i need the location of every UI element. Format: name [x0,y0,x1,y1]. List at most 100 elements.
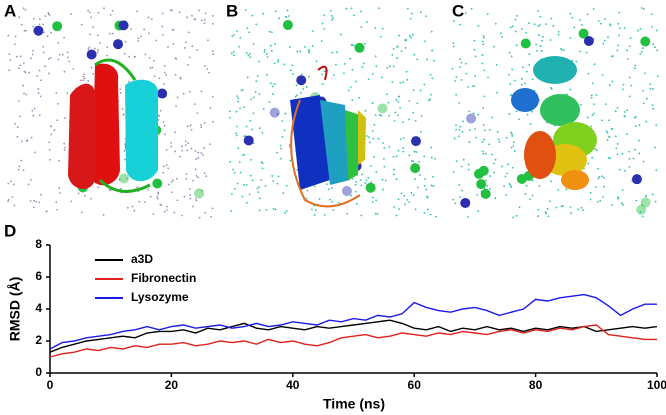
solvent-dot [399,81,402,84]
solvent-dot [409,34,411,37]
solvent-dot [300,73,303,76]
solvent-dot [382,142,384,144]
solvent-dot [165,73,168,76]
solvent-dot [460,165,463,168]
solvent-dot [111,9,114,12]
solvent-dot [250,98,253,101]
solvent-dot [80,79,82,82]
solvent-dot [236,95,239,98]
solvent-dot [229,116,231,119]
solvent-dot [179,155,181,158]
solvent-dot [403,194,406,197]
solvent-dot [212,53,215,56]
solvent-dot [404,39,407,41]
solvent-dot [623,26,626,29]
solvent-dot [570,212,573,214]
solvent-dot [331,187,333,189]
solvent-dot [230,209,233,212]
solvent-dot [37,92,40,95]
solvent-dot [31,109,34,112]
solvent-dot [507,163,510,166]
solvent-dot [231,35,234,38]
solvent-dot [579,50,581,53]
solvent-dot [545,212,548,215]
solvent-dot [623,115,626,118]
solvent-dot [333,74,336,76]
solvent-dot [192,205,194,208]
solvent-dot [136,186,139,189]
solvent-dot [50,133,53,136]
solvent-dot [628,45,631,48]
solvent-dot [355,80,358,83]
solvent-dot [651,193,654,196]
ion [194,188,205,199]
solvent-dot [233,171,236,174]
solvent-dot [537,208,540,211]
solvent-dot [252,112,255,115]
loop [317,65,328,81]
solvent-dot [515,110,518,113]
solvent-dot [58,159,61,162]
solvent-dot [235,134,238,137]
solvent-dot [211,50,214,53]
solvent-dot [61,53,64,56]
solvent-dot [284,112,287,115]
solvent-dot [520,28,523,30]
solvent-dot [566,93,569,96]
solvent-dot [32,18,35,20]
ion [269,107,280,118]
solvent-dot [243,135,246,138]
solvent-dot [235,132,237,135]
solvent-dot [248,31,251,34]
solvent-dot [271,93,274,95]
solvent-dot [291,73,294,75]
solvent-dot [68,60,71,63]
solvent-dot [281,120,284,122]
solvent-dot [423,184,426,187]
solvent-dot [149,195,152,198]
solvent-dot [183,47,186,49]
solvent-dot [355,203,358,205]
solvent-dot [654,46,656,49]
solvent-dot [149,67,152,69]
solvent-dot [269,44,272,47]
solvent-dot [200,124,202,126]
solvent-dot [38,201,41,204]
solvent-dot [580,206,583,209]
solvent-dot [137,37,140,40]
solvent-dot [280,147,283,150]
ion [520,38,531,49]
solvent-dot [630,84,632,87]
solvent-dot [23,29,26,32]
solvent-dot [622,83,625,86]
solvent-dot [196,49,199,51]
solvent-dot [494,158,497,161]
solvent-dot [483,69,486,72]
solvent-dot [550,17,553,20]
solvent-dot [458,184,461,186]
loop [94,58,137,81]
solvent-dot [637,29,639,32]
solvent-dot [473,39,476,42]
solvent-dot [486,13,489,16]
solvent-dot [420,130,422,133]
solvent-dot [245,201,248,204]
solvent-dot [197,176,199,179]
solvent-dot [57,41,60,44]
solvent-dot [454,202,457,205]
solvent-dot [83,77,86,80]
legend-label: a3D [131,252,153,266]
solvent-dot [455,93,458,96]
solvent-dot [58,53,61,56]
solvent-dot [406,198,409,201]
solvent-dot [432,185,435,188]
solvent-dot [206,68,209,70]
solvent-dot [136,10,138,13]
solvent-dot [597,177,600,180]
solvent-dot [70,13,73,15]
solvent-dot [209,107,212,109]
solvent-dot [123,158,126,161]
solvent-dot [639,27,642,30]
solvent-dot [542,35,544,38]
x-tick-label: 20 [165,378,179,392]
